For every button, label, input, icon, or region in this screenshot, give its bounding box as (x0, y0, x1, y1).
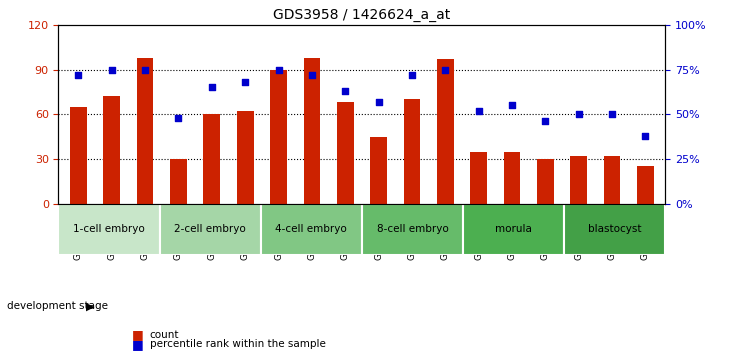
Bar (370, 137, 387, 204)
Bar (537, 159, 553, 204)
Bar (470, 152, 487, 204)
Text: ▶: ▶ (86, 301, 95, 311)
Text: 2-cell embryo: 2-cell embryo (174, 224, 246, 234)
Point (206, 85, 218, 90)
Title: GDS3958 / 1426624_a_at: GDS3958 / 1426624_a_at (273, 8, 450, 22)
Text: ■: ■ (132, 338, 143, 350)
Text: morula: morula (495, 224, 532, 234)
Bar (463, 204, 564, 255)
Point (473, 108, 485, 114)
Text: ■: ■ (132, 328, 143, 341)
Text: blastocyst: blastocyst (588, 224, 641, 234)
Text: count: count (150, 330, 179, 339)
Bar (58, 204, 159, 255)
Point (572, 112, 584, 117)
Bar (337, 102, 354, 204)
Point (106, 67, 118, 72)
Point (339, 88, 351, 94)
Point (640, 133, 651, 138)
Bar (203, 114, 220, 204)
Bar (104, 96, 120, 204)
Point (140, 67, 151, 72)
Point (72, 72, 84, 78)
Bar (170, 159, 187, 204)
Bar (261, 204, 362, 255)
Bar (159, 204, 261, 255)
Bar (303, 58, 320, 204)
Point (173, 115, 184, 121)
Point (306, 72, 318, 78)
Bar (604, 156, 620, 204)
Bar (404, 99, 420, 204)
Point (506, 103, 518, 108)
Bar (237, 111, 254, 204)
Text: 1-cell embryo: 1-cell embryo (73, 224, 145, 234)
Text: development stage: development stage (7, 301, 108, 311)
Text: 8-cell embryo: 8-cell embryo (376, 224, 448, 234)
Bar (70, 107, 87, 204)
Text: 4-cell embryo: 4-cell embryo (276, 224, 347, 234)
Bar (637, 166, 654, 204)
Bar (570, 156, 587, 204)
Point (239, 79, 251, 85)
Bar (362, 204, 463, 255)
Text: percentile rank within the sample: percentile rank within the sample (150, 339, 326, 349)
Bar (137, 58, 154, 204)
Bar (564, 204, 665, 255)
Point (439, 67, 451, 72)
Point (373, 99, 385, 104)
Point (273, 67, 284, 72)
Point (539, 119, 551, 124)
Bar (504, 152, 520, 204)
Point (406, 72, 417, 78)
Bar (437, 59, 453, 204)
Bar (270, 69, 287, 204)
Point (606, 112, 618, 117)
